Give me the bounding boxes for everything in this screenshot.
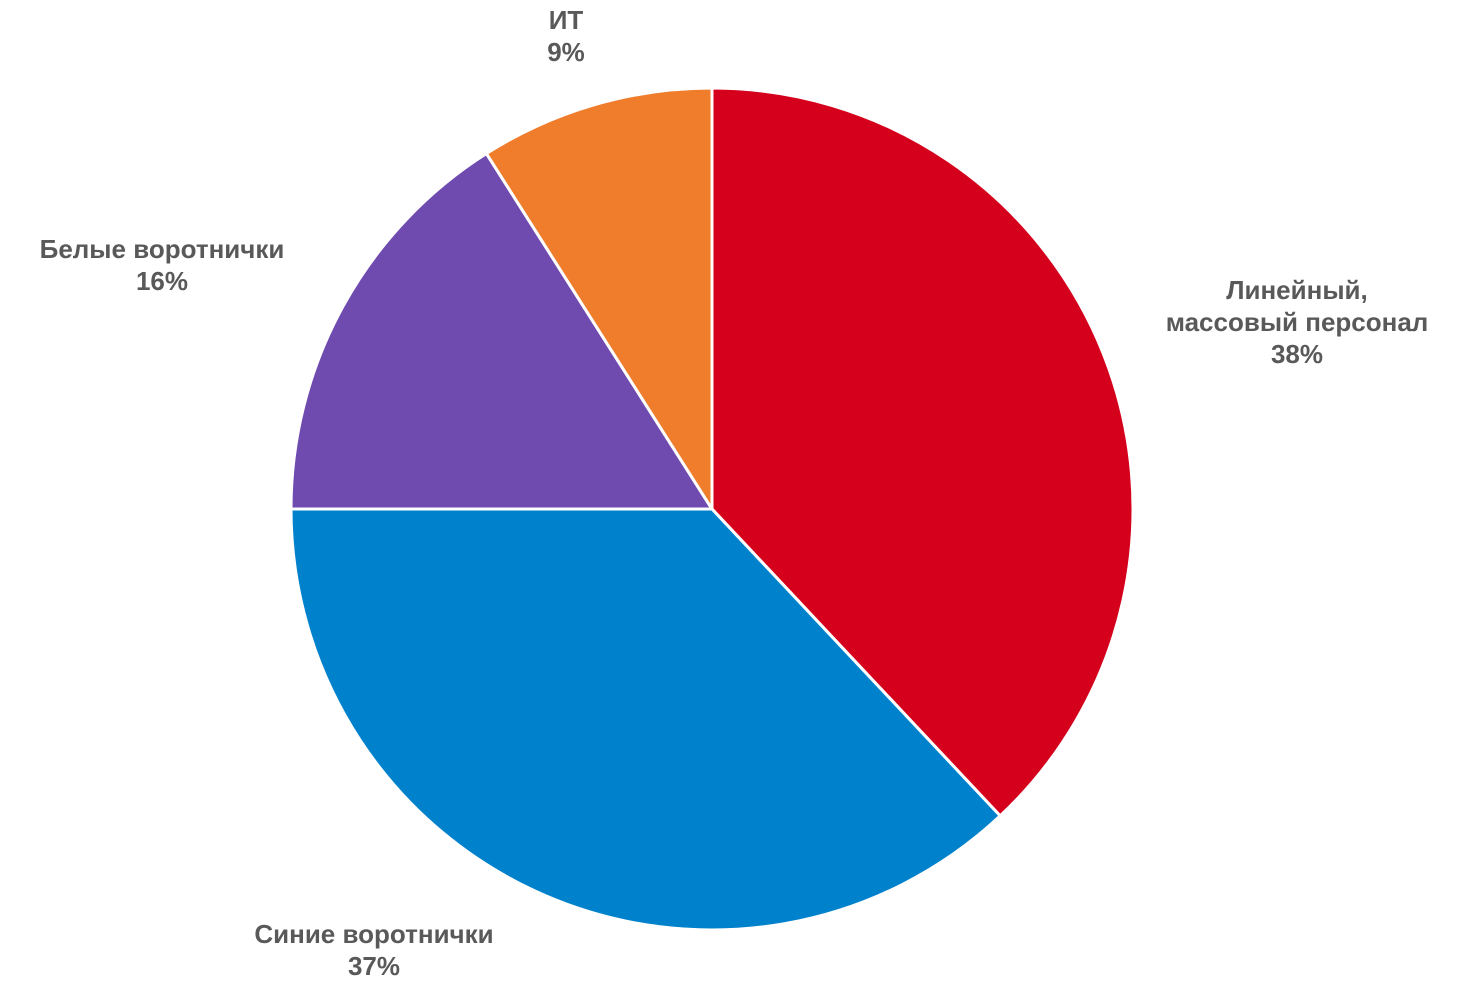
data-label-value: 37% xyxy=(348,951,400,981)
data-label-category: Синие воротнички xyxy=(254,919,493,949)
data-label-category: ИТ xyxy=(549,5,584,35)
data-label-value: 16% xyxy=(136,266,188,296)
data-label-category: Белые воротнички xyxy=(40,234,285,264)
pie-slices xyxy=(289,86,1135,932)
slice-linear-staff xyxy=(710,86,1135,818)
label-linear-staff: Линейный, массовый персонал 38% xyxy=(1166,275,1429,369)
label-it: ИТ 9% xyxy=(547,5,585,67)
data-label-category: массовый персонал xyxy=(1166,307,1429,337)
data-label-value: 9% xyxy=(547,37,585,67)
slice-it xyxy=(484,86,714,511)
slice-blue-collar xyxy=(289,507,1002,932)
data-labels: Линейный, массовый персонал 38% Синие ворот… xyxy=(40,5,1429,981)
slice-white-collar xyxy=(289,152,714,511)
data-label-category: Линейный, xyxy=(1226,275,1368,305)
label-white-collar: Белые воротнички 16% xyxy=(40,234,285,296)
data-label-value: 38% xyxy=(1271,339,1323,369)
label-blue-collar: Синие воротнички 37% xyxy=(254,919,493,981)
